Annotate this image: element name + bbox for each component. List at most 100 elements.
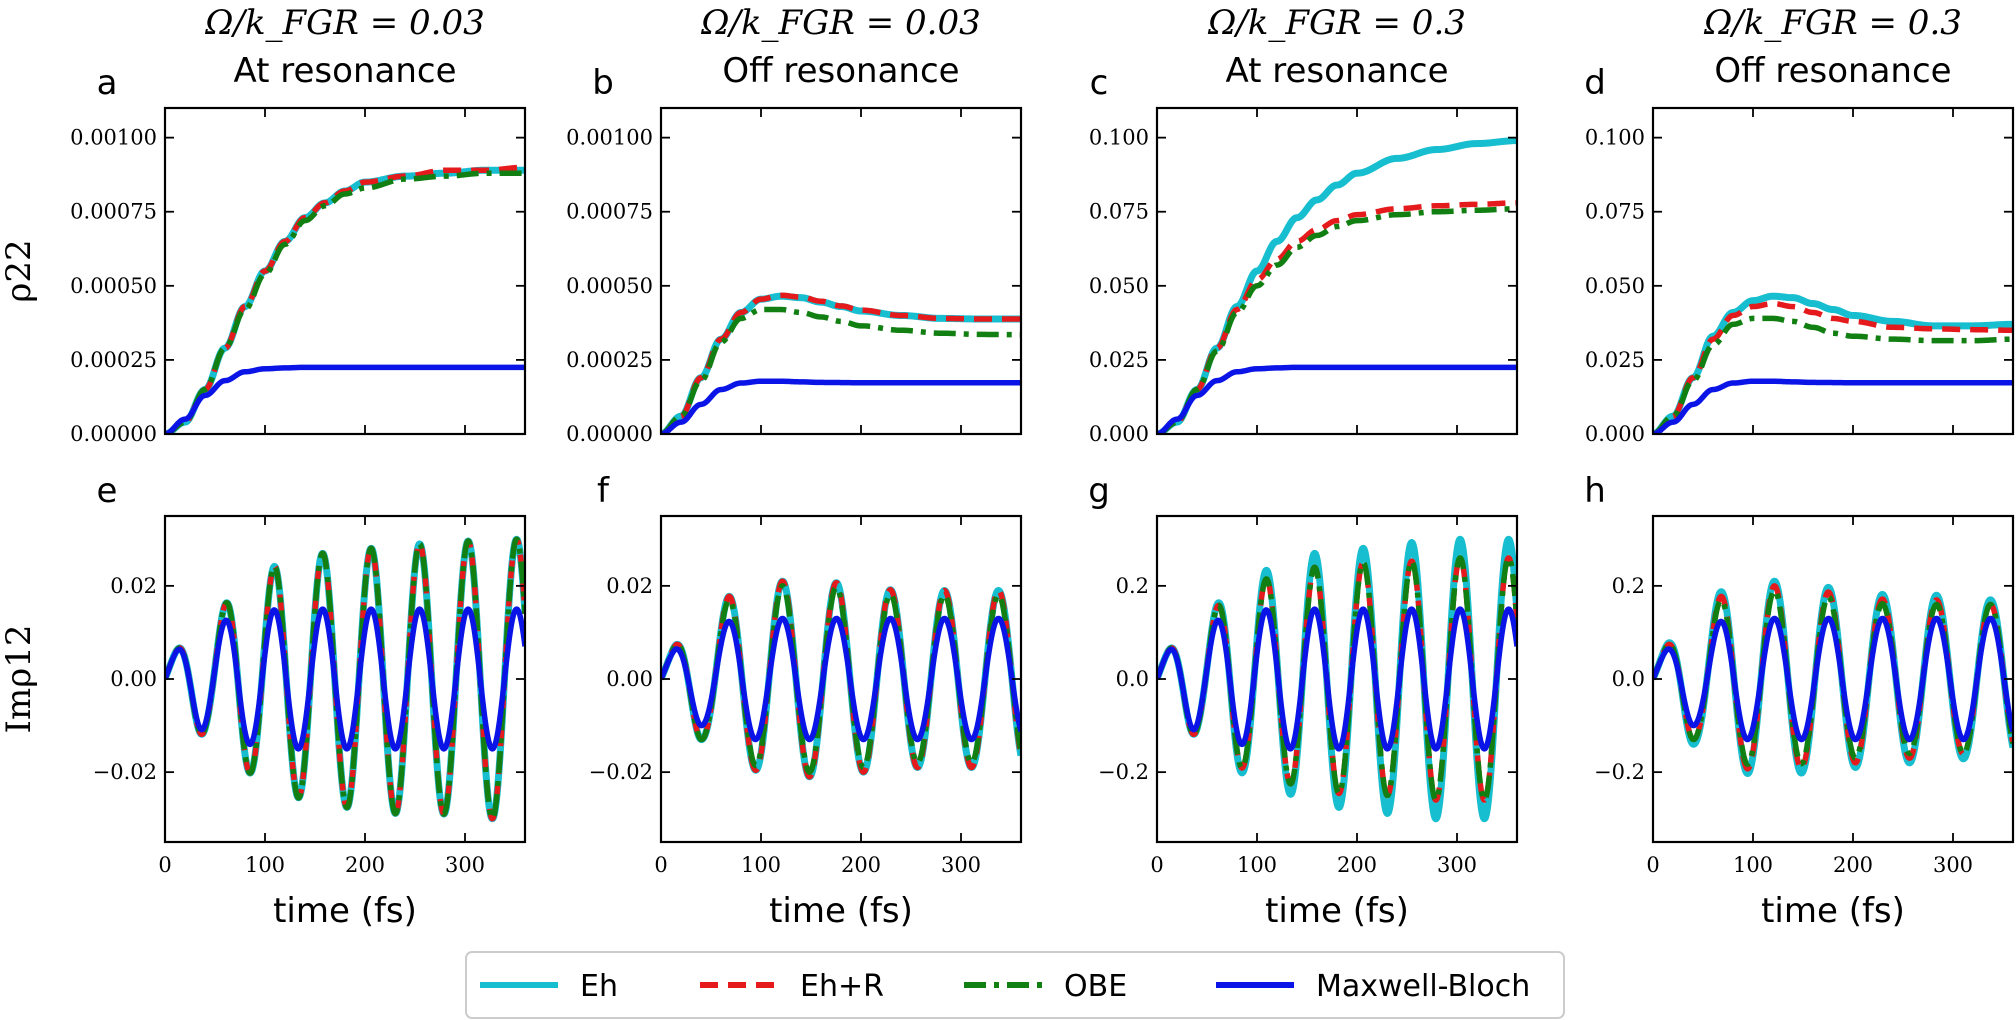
y-tick-label: 0.075 bbox=[1089, 200, 1149, 224]
series-group bbox=[1653, 292, 2013, 434]
panel-letter-e: e bbox=[97, 471, 118, 511]
x-tick-label: 0 bbox=[158, 853, 171, 877]
x-tick-label: 300 bbox=[1933, 853, 1973, 877]
panel-a: a 0.00000 0.00025 0.00050 0.00075 0.00100 ρ22 bbox=[0, 63, 527, 446]
panel-f: f 0 100 200 300 −0.02 0.00 0.02 time (fs) bbox=[589, 471, 1023, 931]
x-tick-label: 0 bbox=[1150, 853, 1163, 877]
series-line-obe bbox=[1157, 555, 1517, 803]
legend-label-maxwell-bloch: Maxwell-Bloch bbox=[1316, 969, 1530, 1004]
series-line-eh bbox=[165, 535, 525, 823]
legend-label-eh-r: Eh+R bbox=[800, 969, 884, 1004]
panel-letter-f: f bbox=[597, 471, 610, 511]
y-tick-label: 0.050 bbox=[1585, 274, 1645, 298]
y-tick-label: 0.025 bbox=[1089, 348, 1149, 372]
legend: Eh Eh+R OBE Maxwell-Bloch bbox=[465, 951, 1565, 1019]
column-title-4-condition: Off resonance bbox=[1714, 51, 1951, 91]
panel-h: h 0 100 200 300 −0.2 0.0 0.2 time (fs) bbox=[1584, 471, 2015, 931]
series-line-eh bbox=[661, 292, 1021, 434]
series-line-maxwell-bloch bbox=[661, 615, 1021, 743]
panel-g: g 0 100 200 300 −0.2 0.0 0.2 time (fs) bbox=[1088, 471, 1519, 931]
series-line-maxwell-bloch bbox=[1653, 378, 2013, 434]
y-tick-label: 0.00100 bbox=[70, 126, 157, 150]
y-tick-label: 0.00100 bbox=[566, 126, 653, 150]
series-group bbox=[661, 292, 1021, 434]
column-titles: Ω/k_FGR = 0.03 At resonance Ω/k_FGR = 0.03… bbox=[204, 3, 1962, 91]
y-tick-label: 0.02 bbox=[110, 574, 157, 598]
x-tick-label: 0 bbox=[1646, 853, 1659, 877]
column-title-2-ratio: Ω/k_FGR = 0.03 bbox=[700, 3, 980, 43]
y-tick-label: 0.000 bbox=[1585, 422, 1645, 446]
panel-c: c 0.000 0.025 0.050 0.075 0.100 bbox=[1089, 63, 1519, 446]
y-tick-label: 0.00025 bbox=[70, 348, 157, 372]
series-line-obe bbox=[661, 306, 1021, 434]
panel-d: d 0.000 0.025 0.050 0.075 0.100 bbox=[1584, 63, 2015, 446]
y-tick-label: 0.0 bbox=[1116, 667, 1149, 691]
series-line-obe bbox=[165, 170, 525, 434]
x-tick-label: 0 bbox=[654, 853, 667, 877]
y-tick-label: 0.050 bbox=[1089, 274, 1149, 298]
y-tick-label: −0.02 bbox=[589, 760, 653, 784]
y-tick-label: 0.00 bbox=[110, 667, 157, 691]
legend-label-obe: OBE bbox=[1064, 969, 1127, 1004]
y-tick-label: 0.00075 bbox=[70, 200, 157, 224]
series-line-maxwell-bloch bbox=[1157, 606, 1517, 752]
y-tick-label: −0.02 bbox=[93, 760, 157, 784]
panel-letter-h: h bbox=[1584, 471, 1606, 511]
x-tick-label: 200 bbox=[841, 853, 881, 877]
x-tick-label: 200 bbox=[1833, 853, 1873, 877]
x-tick-label: 100 bbox=[245, 853, 285, 877]
y-tick-label: 0.02 bbox=[606, 574, 653, 598]
plot-frame bbox=[1155, 106, 1519, 436]
series-line-eh-r bbox=[165, 164, 525, 434]
x-tick-label: 100 bbox=[1237, 853, 1277, 877]
y-tick-label: 0.00000 bbox=[70, 422, 157, 446]
series-line-eh-r bbox=[1157, 555, 1517, 803]
panel-letter-b: b bbox=[592, 63, 614, 103]
y-tick-label: 0.075 bbox=[1585, 200, 1645, 224]
legend-label-eh: Eh bbox=[580, 969, 618, 1004]
series-line-obe bbox=[1653, 315, 2013, 434]
panel-letter-g: g bbox=[1088, 471, 1110, 511]
y-tick-label: 0.2 bbox=[1116, 574, 1149, 598]
series-group bbox=[165, 535, 525, 823]
series-group bbox=[1653, 577, 2013, 777]
x-tick-label: 200 bbox=[345, 853, 385, 877]
x-tick-label: 100 bbox=[741, 853, 781, 877]
column-title-2-condition: Off resonance bbox=[722, 51, 959, 91]
panels: a0.000000.000250.000500.000750.00100ρ22b… bbox=[0, 63, 2015, 931]
y-tick-label: 0.00050 bbox=[70, 274, 157, 298]
y-tick-label: 0.0 bbox=[1612, 667, 1645, 691]
series-line-eh bbox=[1157, 137, 1517, 434]
series-line-eh-r bbox=[165, 536, 525, 822]
series-group bbox=[165, 164, 525, 434]
panel-e: e 0 100 200 300 −0.02 0.00 0.02 time (fs) Imρ12 bbox=[0, 471, 527, 931]
x-tick-label: 200 bbox=[1337, 853, 1377, 877]
y-tick-label: −0.2 bbox=[1098, 760, 1149, 784]
y-tick-label: 0.2 bbox=[1612, 574, 1645, 598]
y-tick-label: 0.00075 bbox=[566, 200, 653, 224]
series-line-eh-r bbox=[661, 292, 1021, 434]
y-tick-label: 0.000 bbox=[1089, 422, 1149, 446]
plot-frame bbox=[163, 106, 527, 436]
x-tick-label: 100 bbox=[1733, 853, 1773, 877]
series-line-eh-r bbox=[1653, 300, 2013, 434]
series-line-eh bbox=[1653, 292, 2013, 434]
series-group bbox=[1157, 137, 1517, 434]
y-tick-label: −0.2 bbox=[1594, 760, 1645, 784]
x-tick-label: 300 bbox=[1437, 853, 1477, 877]
y-tick-label: 0.100 bbox=[1585, 126, 1645, 150]
series-line-obe bbox=[165, 536, 525, 822]
series-line-maxwell-bloch bbox=[165, 364, 525, 434]
x-tick-label: 300 bbox=[941, 853, 981, 877]
column-title-1-ratio: Ω/k_FGR = 0.03 bbox=[204, 3, 484, 43]
series-line-maxwell-bloch bbox=[661, 378, 1021, 434]
y-axis-label: Imρ12 bbox=[0, 625, 39, 734]
y-tick-label: 0.00025 bbox=[566, 348, 653, 372]
series-line-eh bbox=[165, 166, 525, 434]
x-axis-label: time (fs) bbox=[273, 891, 417, 931]
series-line-maxwell-bloch bbox=[1157, 364, 1517, 434]
panel-letter-a: a bbox=[97, 63, 118, 103]
y-axis-label: ρ22 bbox=[0, 239, 39, 302]
plot-frame bbox=[1651, 106, 2015, 436]
